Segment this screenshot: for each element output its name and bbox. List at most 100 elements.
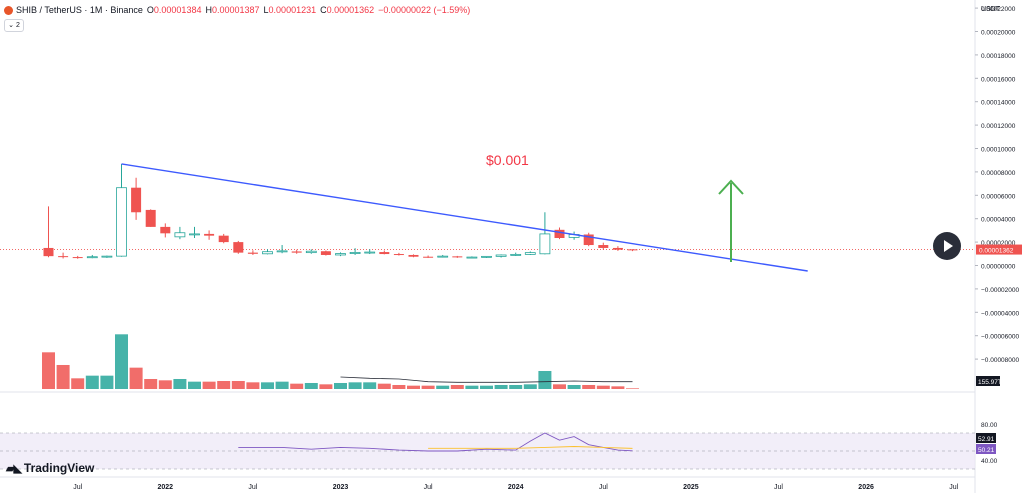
candle bbox=[291, 249, 302, 254]
candle-body bbox=[145, 209, 156, 227]
candle bbox=[408, 254, 419, 258]
axes-layer: 0.00022000 0.00020000 0.00018000 0.00016000… bbox=[73, 6, 1022, 491]
time-tick-label: 2023 bbox=[333, 484, 349, 491]
open-value: 0.00001384 bbox=[153, 5, 202, 15]
time-tick-label: 2026 bbox=[858, 484, 874, 491]
up-arrow-head[interactable] bbox=[718, 179, 744, 195]
candle bbox=[305, 249, 317, 254]
target-price-text: $0.001 bbox=[486, 152, 529, 168]
volume-bar bbox=[173, 378, 187, 389]
volume-bar bbox=[71, 378, 85, 389]
play-icon bbox=[944, 240, 953, 252]
candle bbox=[524, 251, 536, 255]
symbol-header: SHIB / TetherUS · 1M · Binance O 0.000013… bbox=[4, 3, 470, 17]
price-tick-label: 0.00016000 bbox=[981, 76, 1016, 83]
candle bbox=[43, 206, 54, 258]
time-tick-label: Jul bbox=[73, 484, 82, 491]
time-tick-label: 2024 bbox=[508, 484, 524, 491]
open-key: O bbox=[146, 5, 154, 15]
candle bbox=[58, 252, 69, 259]
candle-body bbox=[320, 251, 331, 255]
candle-body bbox=[583, 234, 594, 246]
rsi-ma-label: 52.91 bbox=[978, 436, 995, 443]
volume-bar bbox=[567, 384, 581, 389]
volume-bar bbox=[377, 383, 391, 389]
candle-body bbox=[408, 254, 419, 257]
candle-body bbox=[291, 251, 302, 253]
volume-bar bbox=[319, 384, 333, 389]
shib-coin-icon bbox=[4, 5, 13, 15]
candle bbox=[86, 254, 98, 259]
volume-bar bbox=[596, 385, 610, 389]
rsi-ma-line bbox=[428, 446, 633, 449]
volume-bar bbox=[450, 384, 464, 389]
volume-bar bbox=[553, 384, 566, 389]
volume-bar bbox=[202, 381, 216, 389]
candle-body bbox=[233, 242, 244, 253]
candle-body bbox=[481, 255, 492, 258]
candle bbox=[495, 254, 507, 258]
close-key: C bbox=[320, 5, 327, 15]
candle-body bbox=[204, 233, 215, 236]
volume-bar bbox=[42, 352, 55, 389]
indicators-toggle-button[interactable]: ⌄ 2 bbox=[4, 19, 24, 32]
candle bbox=[189, 226, 200, 239]
volume-bar bbox=[261, 382, 274, 389]
symbol-title[interactable]: SHIB / TetherUS · 1M · Binance bbox=[16, 5, 143, 15]
candle bbox=[583, 232, 594, 247]
volume-label: 155.97T bbox=[978, 379, 1002, 386]
candle bbox=[72, 255, 83, 259]
volume-bar bbox=[626, 388, 639, 389]
volume-bar bbox=[246, 382, 260, 389]
volume-bar bbox=[363, 382, 377, 389]
candle-body bbox=[160, 226, 171, 234]
high-key: H bbox=[205, 5, 212, 15]
tradingview-logo-icon: ▰◣ bbox=[6, 462, 22, 475]
high-value: 0.00001387 bbox=[211, 5, 260, 15]
volume-badge bbox=[976, 376, 1000, 386]
price-tick-label: −0.00004000 bbox=[981, 310, 1020, 317]
change-value: −0.00000022 (−1.59%) bbox=[378, 5, 471, 15]
time-tick-label: 2025 bbox=[683, 484, 699, 491]
rsi-tick-label: 80.00 bbox=[981, 422, 998, 429]
volume-bar bbox=[115, 334, 128, 389]
volume-bar bbox=[611, 386, 625, 389]
volume-bar bbox=[217, 380, 231, 389]
price-tick-label: −0.00006000 bbox=[981, 334, 1020, 341]
volume-bar bbox=[480, 385, 493, 389]
trendline[interactable] bbox=[121, 163, 808, 272]
price-tick-label: 0.00000000 bbox=[981, 264, 1016, 271]
candle bbox=[145, 209, 156, 227]
candle-body bbox=[554, 229, 565, 239]
volume-bar bbox=[407, 385, 420, 389]
candle bbox=[466, 256, 478, 259]
current-price-badge bbox=[976, 244, 1022, 255]
candle bbox=[233, 240, 244, 254]
rsi-ma-badge bbox=[976, 433, 996, 443]
volume-bar bbox=[144, 378, 158, 389]
candle bbox=[554, 227, 565, 240]
candle-body bbox=[72, 257, 83, 259]
annotations-layer bbox=[121, 163, 808, 272]
candle-body bbox=[349, 251, 361, 254]
candle-body bbox=[393, 254, 404, 256]
rsi-pane bbox=[0, 432, 975, 470]
replay-play-button[interactable] bbox=[933, 232, 961, 260]
volume-bar bbox=[56, 364, 70, 389]
candle-body bbox=[364, 251, 376, 254]
candle-body bbox=[43, 247, 54, 257]
volume-bar bbox=[494, 384, 508, 389]
candle-body bbox=[305, 250, 317, 254]
candle-body bbox=[437, 255, 449, 258]
rsi-tick-label: 40.00 bbox=[981, 458, 998, 465]
volume-ma-line bbox=[340, 376, 633, 383]
candle bbox=[218, 233, 229, 244]
volume-bar bbox=[582, 384, 596, 389]
candle bbox=[612, 246, 623, 251]
volume-bar bbox=[100, 375, 114, 389]
price-tick-label: 0.00006000 bbox=[981, 193, 1016, 200]
volume-bar bbox=[436, 385, 450, 389]
candle-body bbox=[116, 187, 127, 257]
candle bbox=[349, 248, 361, 255]
